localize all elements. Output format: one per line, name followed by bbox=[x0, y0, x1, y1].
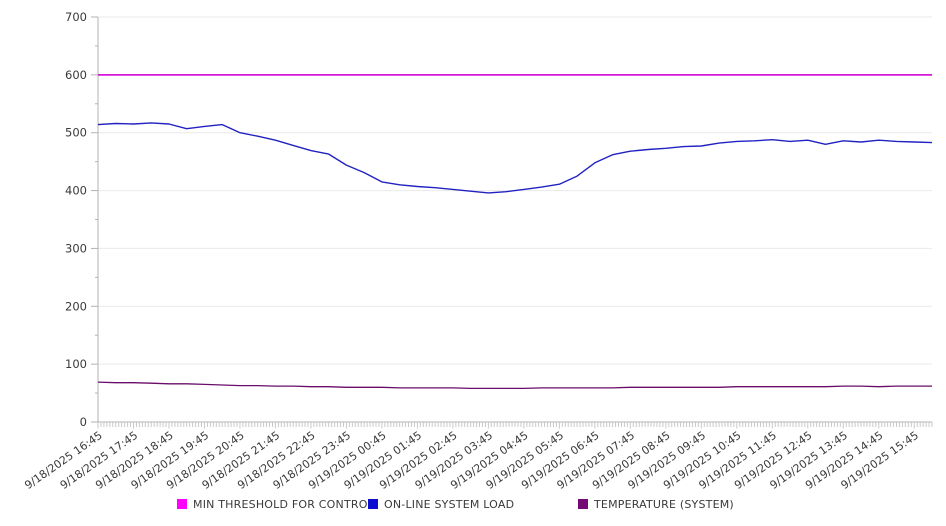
online-system-load-swatch-icon bbox=[368, 499, 378, 509]
legend-label: MIN THRESHOLD FOR CONTROL bbox=[193, 497, 374, 511]
legend-item-temperature[interactable]: TEMPERATURE (SYSTEM) bbox=[578, 497, 734, 511]
series-line bbox=[97, 381, 932, 390]
y-axis-tick-label: 400 bbox=[65, 184, 87, 198]
legend-item-min-threshold[interactable]: MIN THRESHOLD FOR CONTROL bbox=[177, 497, 374, 511]
legend-label: ON-LINE SYSTEM LOAD bbox=[384, 497, 515, 511]
series-line bbox=[97, 122, 933, 194]
y-axis-tick-label: 300 bbox=[65, 241, 87, 255]
y-axis-tick-label: 200 bbox=[65, 299, 87, 313]
y-axis-tick-label: 0 bbox=[80, 415, 87, 429]
chart-legend: MIN THRESHOLD FOR CONTROL ON-LINE SYSTEM… bbox=[0, 497, 946, 513]
y-axis-tick-label: 600 bbox=[65, 68, 87, 82]
y-axis-tick-label: 500 bbox=[65, 126, 87, 140]
legend-item-online-system-load[interactable]: ON-LINE SYSTEM LOAD bbox=[368, 497, 514, 511]
y-axis-tick-label: 700 bbox=[65, 10, 87, 24]
y-axis-tick-label: 100 bbox=[65, 357, 87, 371]
min-threshold-swatch-icon bbox=[177, 499, 187, 509]
temperature-swatch-icon bbox=[578, 499, 588, 509]
legend-label: TEMPERATURE (SYSTEM) bbox=[594, 497, 734, 511]
